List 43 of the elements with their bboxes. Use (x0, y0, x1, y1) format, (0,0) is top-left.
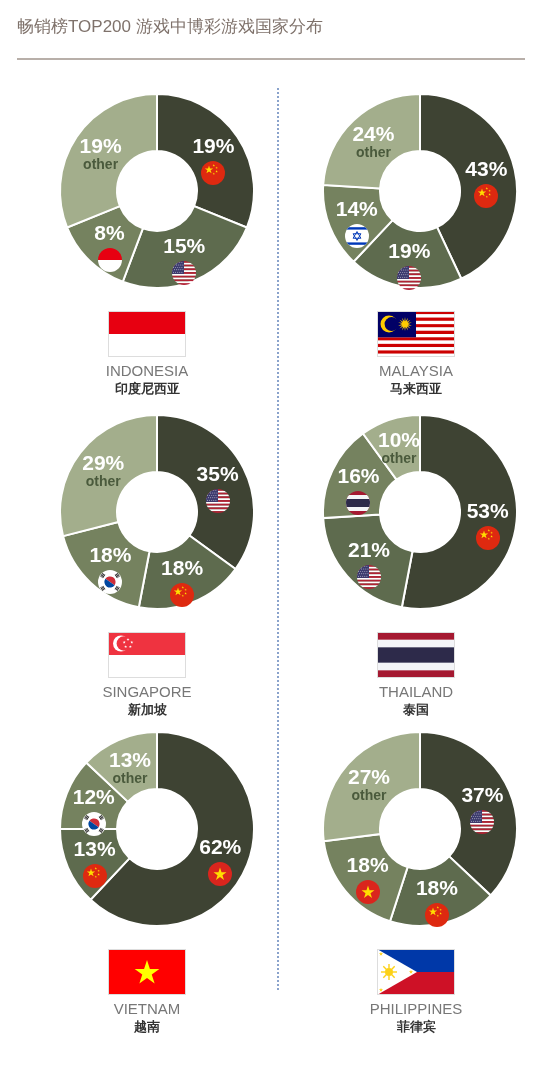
slice-label: other (83, 156, 119, 173)
text: 印度尼西亚 (114, 381, 180, 396)
data-label: 18% (161, 556, 204, 580)
data-label: 62% (199, 835, 242, 859)
data-label: 18% (89, 542, 132, 566)
data-label: 29% (82, 451, 125, 475)
data-label: 15% (163, 234, 206, 258)
text: SINGAPORE (102, 683, 192, 700)
data-label: 19% (388, 239, 431, 263)
slice-label: other (355, 144, 392, 161)
text: INDONESIA (105, 362, 189, 379)
data-label: 21% (347, 537, 391, 561)
text: 泰国 (402, 702, 429, 717)
data-label: 43% (465, 157, 508, 181)
text: 越南 (133, 1019, 160, 1034)
slice-label: other (112, 769, 149, 786)
data-label: 14% (335, 197, 379, 221)
text: 畅销榜TOP200 游戏中博彩游戏国家分布 (17, 17, 323, 37)
text: 菲律宾 (395, 1019, 436, 1034)
data-label: 19% (79, 134, 122, 158)
data-label: 53% (466, 499, 510, 523)
data-label: 16% (337, 464, 380, 488)
slice-label: other (85, 473, 122, 490)
text: PHILIPPINES (369, 1000, 463, 1017)
data-label: 19% (192, 134, 235, 158)
text: MALAYSIA (379, 362, 453, 379)
data-label: 35% (196, 462, 239, 486)
text: 新加坡 (126, 702, 168, 717)
data-label: 37% (461, 782, 504, 806)
text: 马来西亚 (390, 381, 442, 396)
data-label: 18% (415, 875, 459, 899)
data-label: 13% (73, 837, 116, 861)
data-label: 13% (108, 747, 152, 771)
data-label: 12% (72, 784, 116, 808)
text: VIETNAM (113, 1000, 181, 1017)
text: THAILAND (378, 683, 454, 700)
data-label: 10% (377, 428, 421, 452)
data-label: 27% (347, 765, 391, 789)
data-label: 24% (352, 122, 395, 146)
slice-label: other (351, 787, 388, 804)
data-label: 18% (346, 853, 389, 877)
slice-label: other (381, 450, 418, 467)
data-label: 8% (94, 220, 126, 244)
